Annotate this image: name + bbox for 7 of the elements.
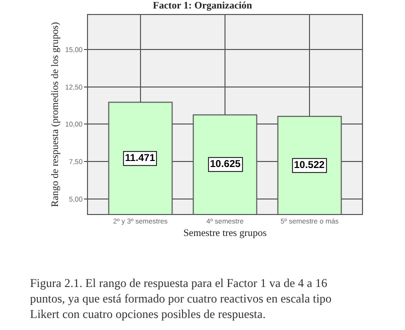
- text: Figura 2.1. El rango de respuesta para el Factor 1 va de 4 a 16 puntos, ya que está formado por cuatro reactivos en escala tipo Likert con cuatro opciones posibles de respuesta.: [30, 276, 332, 322]
- x-axis-title: Semestre tres grupos: [183, 228, 267, 239]
- chart-title: Factor 1: Organización: [152, 0, 253, 12]
- data-label: 10.625: [210, 159, 242, 170]
- data-label: 11.471: [125, 153, 156, 164]
- data-label: 10.522: [294, 160, 326, 171]
- y-axis-title: Rango de respuesta (promedios de los grupos): [50, 22, 62, 207]
